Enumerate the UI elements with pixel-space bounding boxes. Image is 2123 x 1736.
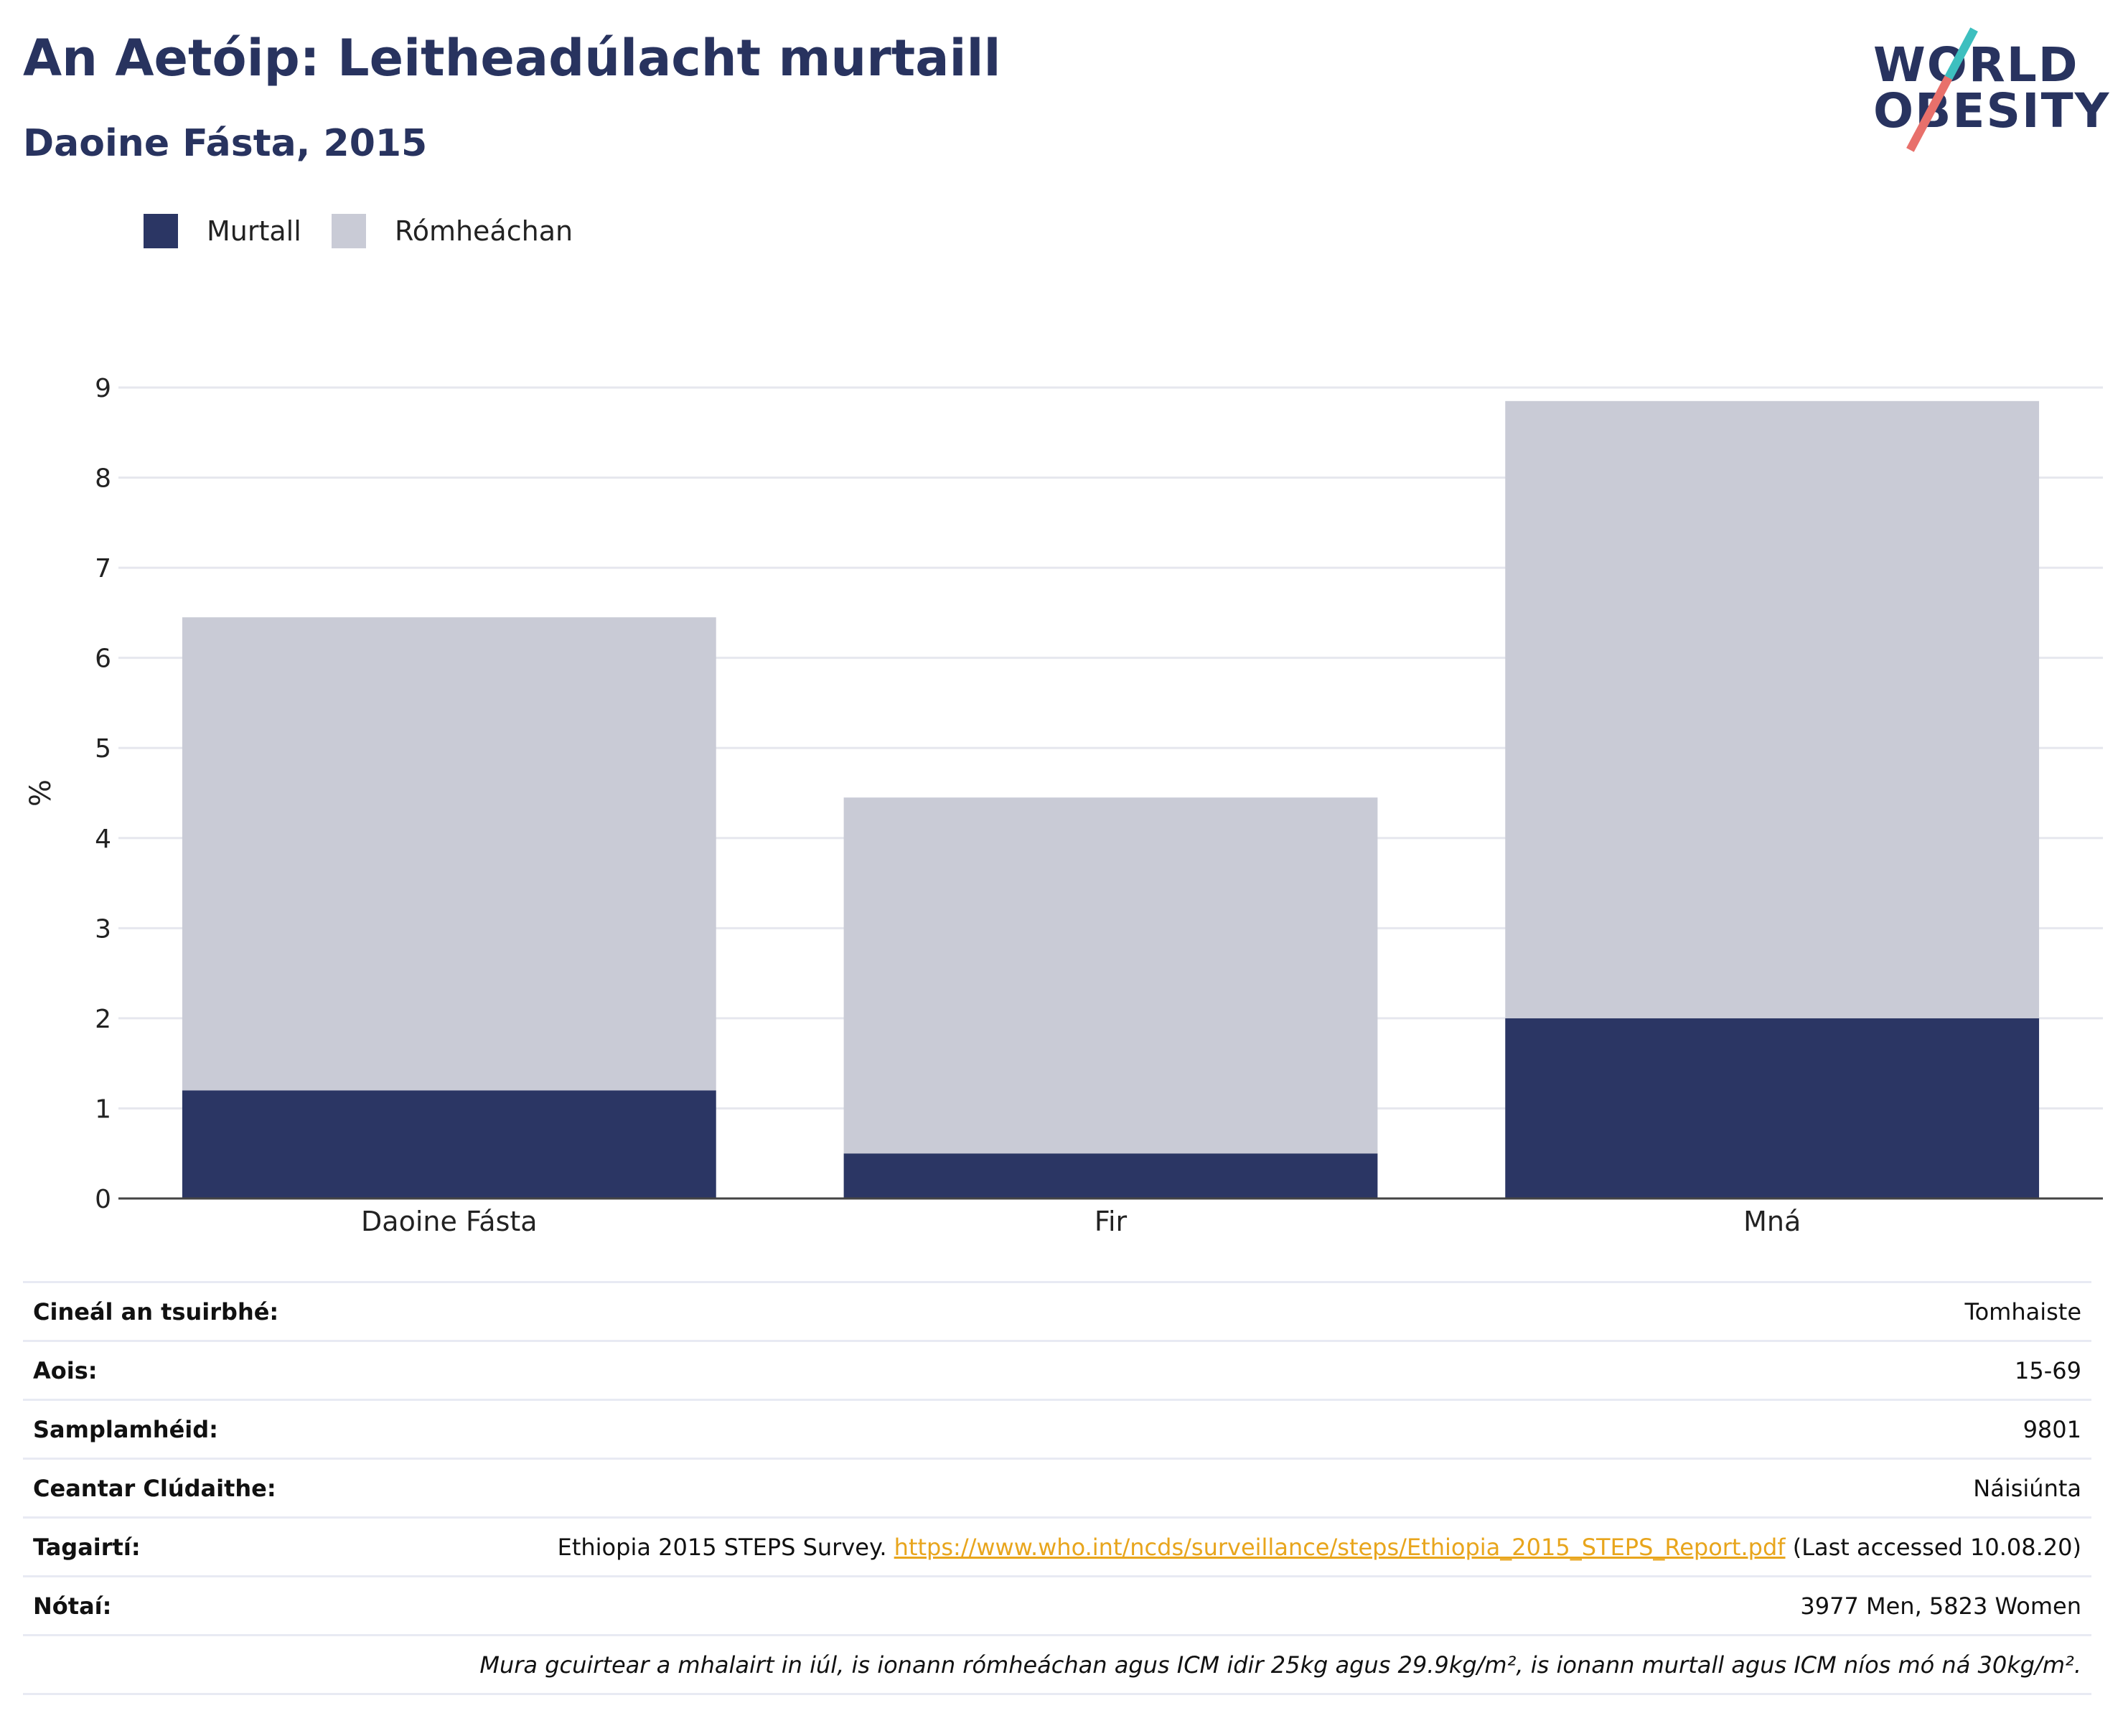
table-row: Ceantar Clúdaithe: Náisiúnta xyxy=(23,1458,2091,1518)
legend-label-obesity: Murtall xyxy=(207,215,301,247)
y-tick-label: 6 xyxy=(95,644,111,674)
reference-link[interactable]: https://www.who.int/ncds/surveillance/st… xyxy=(894,1533,1786,1561)
legend-swatch-obesity xyxy=(144,214,178,248)
legend-label-overweight: Rómheáchan xyxy=(395,215,573,247)
x-tick-label: Daoine Fásta xyxy=(361,1206,538,1237)
bar-obesity xyxy=(843,1153,1378,1198)
info-value-age: 15-69 xyxy=(327,1340,2091,1400)
info-key-survey-type: Cineál an tsuirbhé: xyxy=(23,1281,327,1341)
info-value-notes: 3977 Men, 5823 Women xyxy=(327,1575,2091,1636)
logo-line-1: WORLD xyxy=(1873,37,2079,93)
bar-overweight xyxy=(1505,400,2040,1018)
page-title: An Aetóip: Leitheadúlacht murtaill xyxy=(23,29,1001,88)
y-axis-label: % xyxy=(24,779,57,807)
info-value-survey-type: Tomhaiste xyxy=(327,1281,2091,1341)
bar-obesity xyxy=(182,1090,716,1198)
bar-overweight xyxy=(182,617,716,1091)
reference-accessed: (Last accessed 10.08.20) xyxy=(1792,1533,2081,1561)
legend-swatch-overweight xyxy=(332,214,366,248)
reference-source: Ethiopia 2015 STEPS Survey. xyxy=(557,1533,887,1561)
y-tick-label: 8 xyxy=(95,464,111,494)
info-key-age: Aois: xyxy=(23,1340,327,1400)
table-row: Aois: 15-69 xyxy=(23,1340,2091,1400)
page-subtitle: Daoine Fásta, 2015 xyxy=(23,122,428,165)
x-tick-label: Fir xyxy=(1095,1206,1128,1237)
y-tick-label: 3 xyxy=(95,914,111,944)
legend-item-obesity[interactable]: Murtall xyxy=(144,214,301,248)
info-key-sample-size: Samplamhéid: xyxy=(23,1399,327,1459)
table-row: Samplamhéid: 9801 xyxy=(23,1399,2091,1459)
info-key-references: Tagairtí: xyxy=(23,1516,327,1577)
y-tick-label: 1 xyxy=(95,1094,111,1124)
info-key-notes: Nótaí: xyxy=(23,1575,327,1636)
y-tick-label: 2 xyxy=(95,1005,111,1034)
survey-info-table: Cineál an tsuirbhé: Tomhaiste Aois: 15-6… xyxy=(23,1281,2091,1695)
table-row: Cineál an tsuirbhé: Tomhaiste xyxy=(23,1281,2091,1341)
info-value-references: Ethiopia 2015 STEPS Survey. https://www.… xyxy=(327,1516,2091,1577)
legend-item-overweight[interactable]: Rómheáchan xyxy=(332,214,573,248)
bar-overweight xyxy=(843,797,1378,1154)
y-tick-label: 4 xyxy=(95,825,111,854)
world-obesity-logo: WORLD OBESITY xyxy=(1873,22,2111,152)
y-tick-label: 0 xyxy=(95,1185,111,1214)
table-row: Tagairtí: Ethiopia 2015 STEPS Survey. ht… xyxy=(23,1516,2091,1577)
stacked-bar-chart: 0 1 2 3 4 5 6 7 8 9% Daoine Fásta Fir Mná xyxy=(24,374,2103,1237)
bar-obesity xyxy=(1505,1018,2040,1198)
definition-footnote: Mura gcuirtear a mhalairt in iúl, is ion… xyxy=(23,1634,2091,1695)
y-tick-label: 7 xyxy=(95,554,111,583)
y-tick-label: 9 xyxy=(95,374,111,403)
table-row: Nótaí: 3977 Men, 5823 Women xyxy=(23,1575,2091,1636)
logo-line-2: OBESITY xyxy=(1873,83,2111,139)
info-key-area-covered: Ceantar Clúdaithe: xyxy=(23,1458,327,1518)
info-value-area-covered: Náisiúnta xyxy=(327,1458,2091,1518)
x-tick-label: Mná xyxy=(1743,1206,1801,1237)
info-value-sample-size: 9801 xyxy=(327,1399,2091,1459)
y-tick-label: 5 xyxy=(95,734,111,764)
table-row: Mura gcuirtear a mhalairt in iúl, is ion… xyxy=(23,1634,2091,1695)
